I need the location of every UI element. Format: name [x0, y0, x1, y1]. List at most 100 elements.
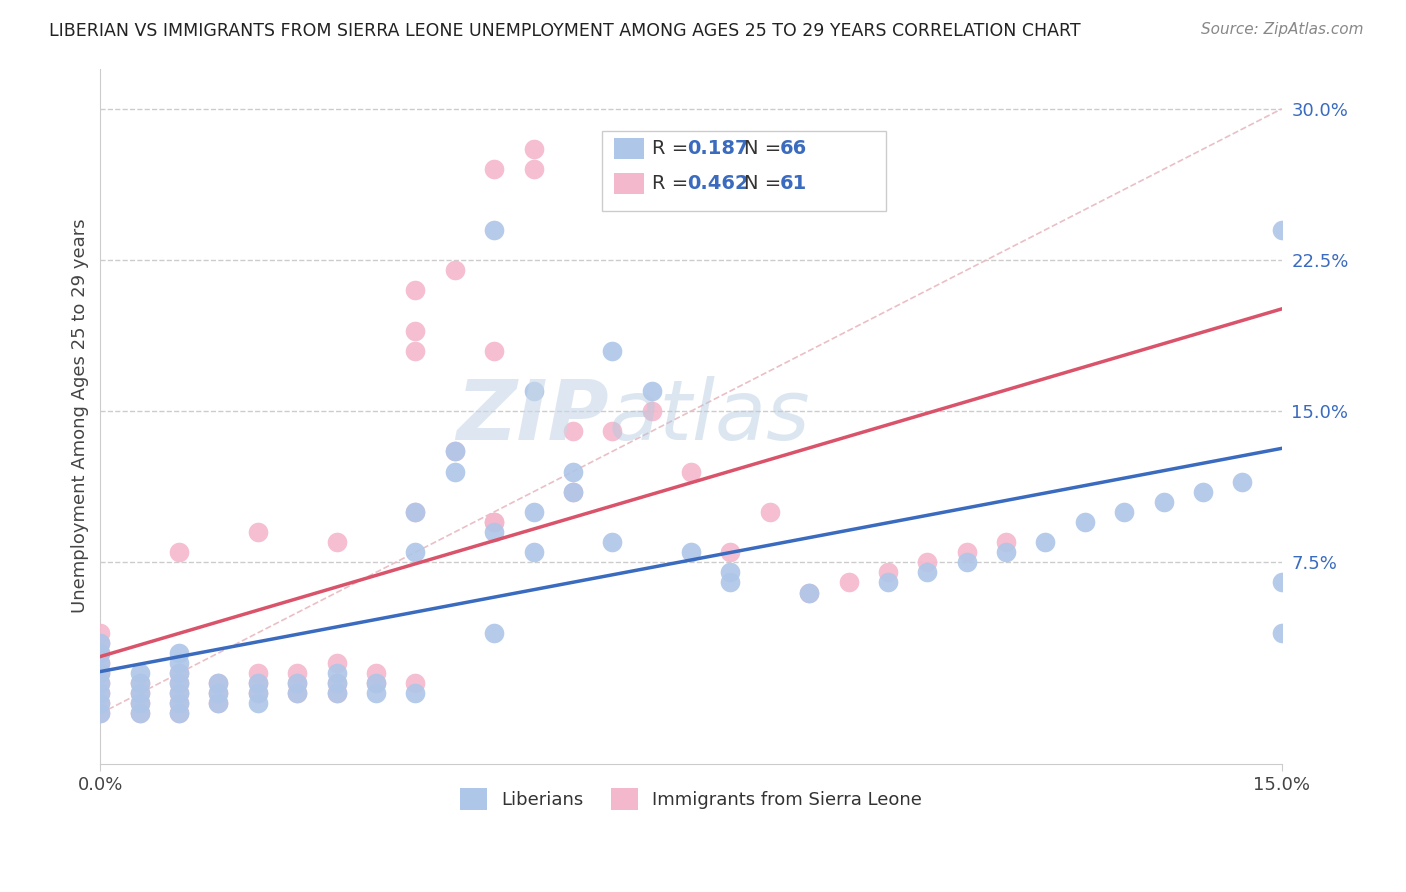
Point — [679, 465, 702, 479]
Text: R =: R = — [652, 139, 695, 158]
Point — [561, 484, 583, 499]
Point — [285, 686, 308, 700]
Point — [1074, 515, 1097, 529]
Point — [207, 676, 229, 690]
Point — [246, 697, 269, 711]
Text: N =: N = — [744, 174, 787, 193]
Point — [364, 666, 387, 681]
Point — [404, 283, 426, 297]
Text: 61: 61 — [780, 174, 807, 193]
Point — [995, 545, 1018, 559]
Point — [325, 686, 347, 700]
Point — [89, 646, 111, 660]
Point — [522, 545, 544, 559]
Point — [364, 676, 387, 690]
Point — [246, 676, 269, 690]
Point — [404, 676, 426, 690]
Point — [167, 706, 190, 721]
Point — [167, 666, 190, 681]
Text: R =: R = — [652, 174, 695, 193]
Point — [404, 686, 426, 700]
Bar — [614, 173, 644, 194]
Point — [167, 656, 190, 670]
Point — [718, 545, 741, 559]
Point — [364, 676, 387, 690]
Point — [128, 676, 150, 690]
Point — [285, 666, 308, 681]
Point — [89, 686, 111, 700]
Point — [640, 384, 662, 398]
Point — [89, 697, 111, 711]
Point — [1035, 535, 1057, 549]
Point — [128, 697, 150, 711]
Point — [522, 142, 544, 156]
Point — [167, 666, 190, 681]
Point — [128, 666, 150, 681]
Point — [404, 343, 426, 358]
Point — [167, 676, 190, 690]
Point — [89, 706, 111, 721]
Point — [759, 505, 782, 519]
Point — [1271, 575, 1294, 590]
Point — [956, 555, 979, 569]
Point — [917, 566, 939, 580]
Point — [443, 465, 465, 479]
Point — [443, 444, 465, 458]
Point — [89, 625, 111, 640]
Point — [246, 524, 269, 539]
Point — [522, 505, 544, 519]
Point — [522, 384, 544, 398]
Point — [207, 676, 229, 690]
Point — [167, 686, 190, 700]
Point — [128, 706, 150, 721]
Point — [325, 656, 347, 670]
Point — [167, 646, 190, 660]
Point — [917, 555, 939, 569]
Point — [89, 686, 111, 700]
Point — [325, 535, 347, 549]
Point — [128, 706, 150, 721]
Point — [246, 666, 269, 681]
Point — [89, 656, 111, 670]
Point — [207, 686, 229, 700]
Point — [600, 343, 623, 358]
Text: N =: N = — [744, 139, 787, 158]
Point — [167, 676, 190, 690]
Point — [89, 676, 111, 690]
Point — [877, 575, 900, 590]
Point — [128, 686, 150, 700]
Y-axis label: Unemployment Among Ages 25 to 29 years: Unemployment Among Ages 25 to 29 years — [72, 219, 89, 614]
Point — [482, 515, 505, 529]
Point — [167, 697, 190, 711]
Point — [443, 444, 465, 458]
Point — [799, 585, 821, 599]
Point — [995, 535, 1018, 549]
Text: ZIP: ZIP — [456, 376, 609, 457]
Point — [482, 343, 505, 358]
FancyBboxPatch shape — [602, 131, 886, 211]
Point — [522, 162, 544, 177]
Point — [89, 697, 111, 711]
Point — [325, 686, 347, 700]
Text: 66: 66 — [780, 139, 807, 158]
Point — [89, 706, 111, 721]
Point — [561, 484, 583, 499]
Point — [718, 575, 741, 590]
Point — [482, 625, 505, 640]
Point — [128, 686, 150, 700]
Text: Source: ZipAtlas.com: Source: ZipAtlas.com — [1201, 22, 1364, 37]
Point — [89, 636, 111, 650]
Text: 0.187: 0.187 — [688, 139, 749, 158]
Point — [89, 666, 111, 681]
Point — [718, 566, 741, 580]
Point — [325, 666, 347, 681]
Text: atlas: atlas — [609, 376, 810, 457]
Point — [1114, 505, 1136, 519]
Point — [482, 223, 505, 237]
Point — [561, 465, 583, 479]
Point — [561, 425, 583, 439]
Point — [1232, 475, 1254, 489]
Point — [1271, 223, 1294, 237]
Point — [89, 646, 111, 660]
Point — [246, 686, 269, 700]
